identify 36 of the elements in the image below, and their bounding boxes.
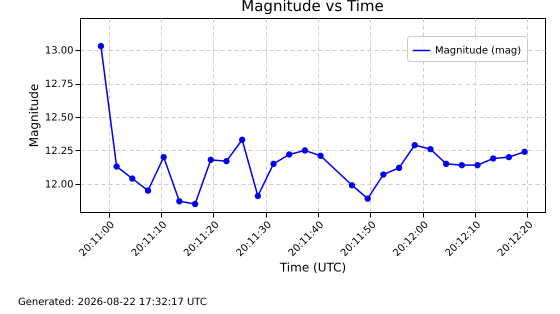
point [396,164,402,172]
point [364,195,371,202]
point [192,200,198,208]
point [286,151,292,158]
y-axis-title: Magnitude [26,84,41,148]
y-tick-label: 12.50 [44,112,74,124]
point [144,187,152,194]
point [506,154,512,160]
point [348,182,356,188]
point [302,147,308,154]
point [160,154,167,160]
point [238,136,246,143]
y-tick-label: 12.75 [44,79,74,90]
point [176,198,183,204]
y-tick-label: 13.00 [44,46,74,57]
point [490,155,496,162]
point [113,163,120,170]
point [412,142,418,148]
point [474,162,481,168]
y-tick-label: 12.00 [44,179,74,190]
point [427,146,434,152]
legend-label: Magnitude (mag) [435,46,522,56]
point [442,160,450,167]
point [129,175,136,182]
point [317,152,324,159]
point [254,192,261,200]
text: Generated: 2026-08-22 17:32:17 UTC [18,297,207,308]
point [208,156,214,163]
point [98,42,104,50]
y-tick-label: 12.25 [44,146,74,157]
x-axis-title: Time (UTC) [278,260,346,274]
point [521,148,528,155]
point [458,162,465,168]
point [223,158,230,164]
point [380,171,387,178]
point [270,160,277,167]
